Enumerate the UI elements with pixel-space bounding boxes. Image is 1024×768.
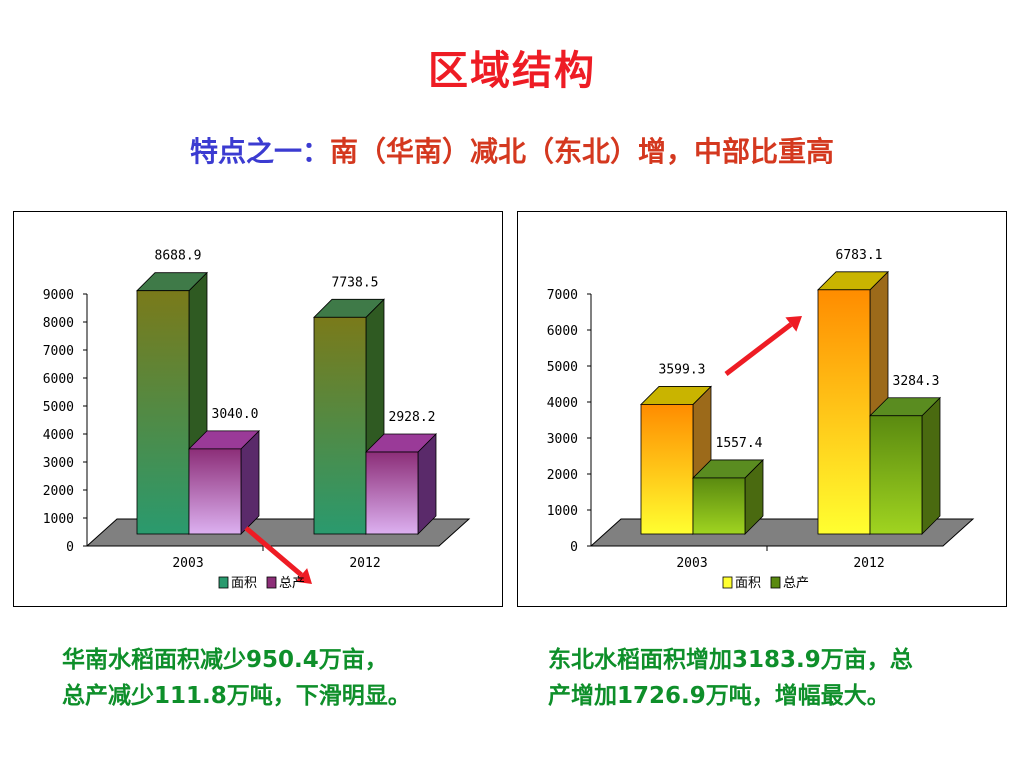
y-tick-label: 4000	[547, 396, 578, 411]
south-rice-bar-chart: 0 1000 2000 3000 4000 5000 6000 7000 8000 9000 200…	[43, 249, 471, 591]
data-label: 7738.5	[332, 275, 379, 290]
y-tick-label: 0	[570, 540, 578, 555]
y-tick-label: 8000	[43, 316, 74, 331]
y-tick-label: 4000	[43, 428, 74, 443]
legend-label: 总产	[279, 576, 305, 591]
y-tick-label: 5000	[547, 360, 578, 375]
bar-面积-2012	[817, 289, 871, 535]
subtitle-lead: 特点之一：	[189, 135, 330, 168]
trend-arrow-line	[244, 526, 303, 577]
bar-面积-2012	[313, 316, 367, 535]
y-tick-label: 1000	[43, 512, 74, 527]
y-tick-label: 0	[66, 540, 74, 555]
northeast-caption-line-1: 东北水稻面积增加3183.9万亩，总	[548, 647, 913, 673]
trend-arrow-head	[295, 568, 312, 584]
bar-总产-2003	[188, 448, 242, 535]
y-tick-label: 9000	[43, 288, 74, 303]
x-tick-label: 2012	[853, 556, 884, 571]
page-subtitle: 特点之一：南（华南）减北（东北）增，中部比重高	[0, 130, 1024, 170]
y-tick-label: 7000	[547, 288, 578, 303]
data-label: 2928.2	[389, 410, 436, 425]
y-tick-label: 5000	[43, 400, 74, 415]
x-tick-label: 2012	[349, 556, 380, 571]
data-label: 3599.3	[659, 362, 706, 377]
data-label: 6783.1	[836, 248, 883, 263]
legend-swatch	[218, 576, 229, 589]
y-tick-label: 1000	[547, 504, 578, 519]
bar-面积-2003	[640, 404, 694, 535]
page-title: 区域结构	[428, 48, 596, 94]
south-caption-line-2: 总产减少111.8万吨，下滑明显。	[62, 683, 411, 709]
subtitle-text: 南（华南）减北（东北）增，中部比重高	[330, 135, 835, 168]
y-tick-label: 6000	[547, 324, 578, 339]
south-caption: 华南水稻面积减少950.4万亩， 总产减少111.8万吨，下滑明显。	[62, 642, 411, 714]
data-label: 3040.0	[212, 407, 259, 422]
data-label: 1557.4	[716, 436, 763, 451]
y-tick-label: 7000	[43, 344, 74, 359]
y-tick-label: 3000	[43, 456, 74, 471]
bar-总产-2012	[869, 415, 923, 535]
northeast-chart-panel: 0 1000 2000 3000 4000 5000 6000 7000 2003 2012 359…	[517, 211, 1007, 607]
data-label: 8688.9	[155, 249, 202, 264]
legend-swatch	[722, 576, 733, 589]
south-caption-line-1: 华南水稻面积减少950.4万亩，	[62, 647, 388, 673]
bar-side-总产	[921, 396, 941, 535]
trend-arrow-head	[785, 316, 802, 332]
bar-总产-2003	[692, 477, 746, 535]
x-tick-label: 2003	[676, 556, 707, 571]
northeast-caption-line-2: 产增加1726.9万吨，增幅最大。	[548, 683, 890, 709]
data-label: 3284.3	[893, 374, 940, 389]
y-tick-label: 6000	[43, 372, 74, 387]
northeast-rice-bar-chart: 0 1000 2000 3000 4000 5000 6000 7000 2003 2012 359…	[547, 248, 975, 591]
y-tick-label: 2000	[547, 468, 578, 483]
legend-label: 面积	[231, 576, 257, 591]
legend-label: 总产	[783, 576, 809, 591]
legend-swatch	[770, 576, 781, 589]
bar-面积-2003	[136, 290, 190, 535]
x-tick-label: 2003	[172, 556, 203, 571]
south-chart-panel: 0 1000 2000 3000 4000 5000 6000 7000 8000 9000 200…	[13, 211, 503, 607]
y-tick-label: 3000	[547, 432, 578, 447]
bar-总产-2012	[365, 451, 419, 535]
legend-label: 面积	[735, 576, 761, 591]
northeast-caption: 东北水稻面积增加3183.9万亩，总 产增加1726.9万吨，增幅最大。	[548, 642, 913, 714]
legend-swatch	[266, 576, 277, 589]
y-tick-label: 2000	[43, 484, 74, 499]
trend-arrow-line	[724, 322, 793, 376]
